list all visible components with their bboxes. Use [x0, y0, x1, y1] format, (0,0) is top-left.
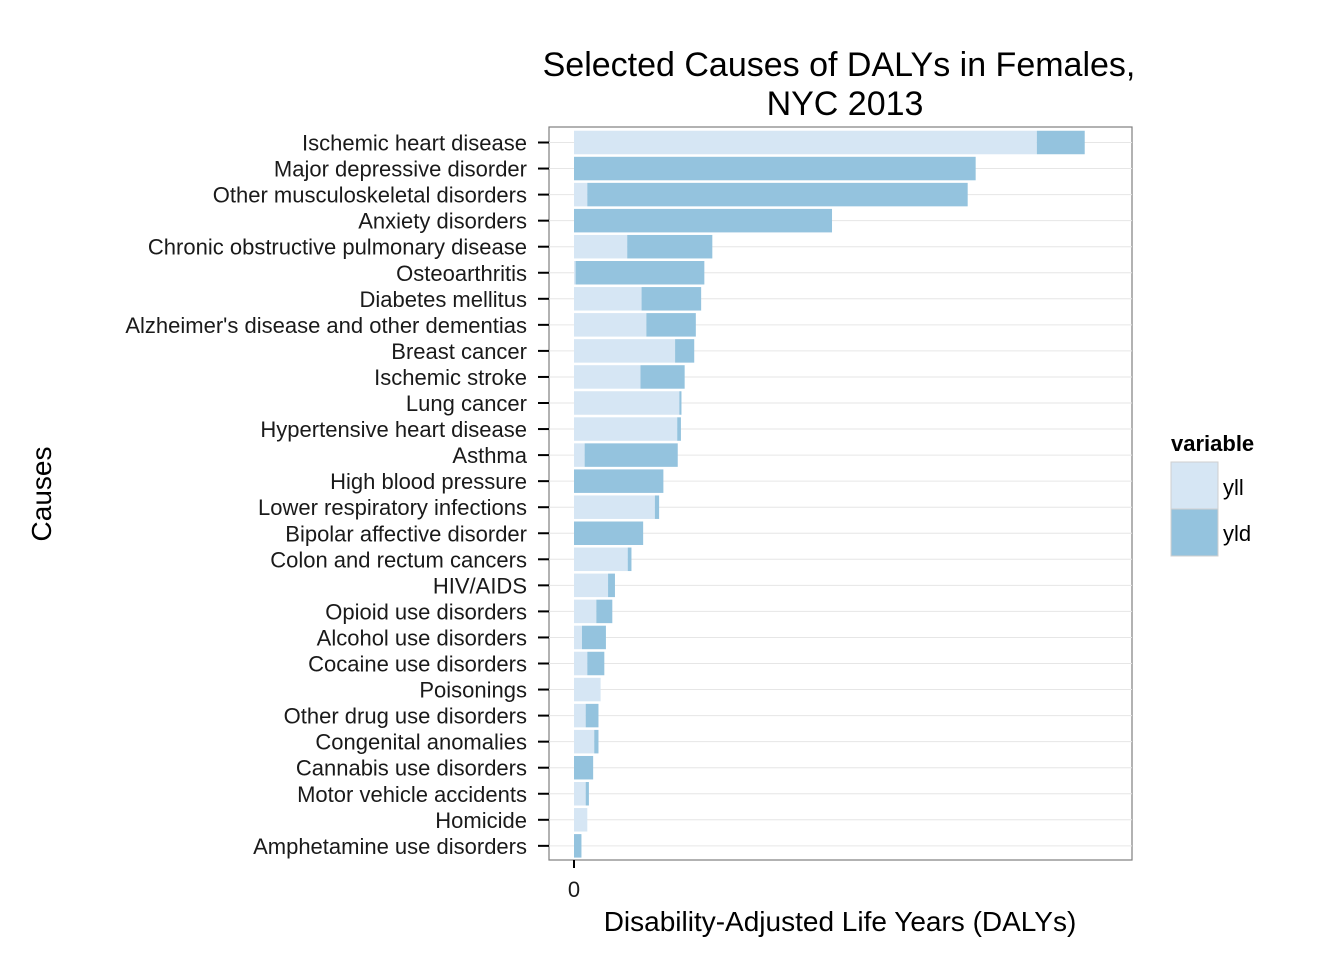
bar-yll [574, 391, 680, 415]
y-tick-label: Cannabis use disorders [296, 756, 527, 781]
bar-yld [627, 547, 632, 572]
bar-yll [574, 599, 597, 624]
bar-yll [574, 547, 628, 572]
bar-yld [574, 156, 976, 181]
bar-yld [646, 313, 696, 337]
bar-yld [640, 365, 685, 389]
bar-yld [574, 755, 594, 780]
bar-yll [574, 365, 641, 389]
bar-yld [627, 234, 713, 259]
y-tick-label: Other musculoskeletal disorders [213, 183, 527, 208]
bar-yll [574, 495, 655, 519]
bar-yll [574, 234, 628, 259]
y-tick-label: Colon and rectum cancers [270, 547, 527, 572]
y-tick-label: Asthma [452, 443, 527, 468]
bar-yld [585, 703, 599, 728]
y-tick-label: Motor vehicle accidents [297, 782, 527, 807]
y-axis-title: Causes [26, 447, 57, 542]
y-tick-label: Bipolar affective disorder [285, 521, 527, 546]
x-axis-title: Disability-Adjusted Life Years (DALYs) [604, 906, 1077, 937]
bar-yld [584, 443, 678, 467]
bar-yld [574, 469, 664, 493]
y-tick-label: Alzheimer's disease and other dementias [125, 313, 527, 338]
y-tick-label: Cocaine use disorders [308, 652, 527, 677]
bar-yld [587, 182, 968, 207]
bar-yld [585, 782, 589, 806]
bar-yld [608, 573, 615, 598]
y-tick-label: Lower respiratory infections [258, 495, 527, 520]
bar-yld [677, 417, 681, 441]
legend-swatch-yld [1170, 508, 1219, 557]
y-tick-label: Diabetes mellitus [359, 287, 527, 312]
y-tick-label: Ischemic stroke [374, 365, 527, 390]
y-tick-label: Lung cancer [406, 391, 527, 416]
bar-yld [596, 599, 613, 624]
bar-yld [575, 261, 705, 285]
bar-yll [574, 261, 576, 285]
legend: variable yll yld [1170, 431, 1254, 557]
y-tick-label: High blood pressure [330, 469, 527, 494]
y-tick-label: HIV/AIDS [433, 573, 527, 598]
bar-yld [654, 495, 660, 519]
chart-title-line2: NYC 2013 [767, 85, 924, 123]
bar-yld [675, 339, 695, 363]
bar-yll [574, 677, 601, 702]
chart-title-line1: Selected Causes of DALYs in Females, [543, 46, 1136, 84]
y-tick-label: Poisonings [419, 678, 527, 703]
bar-yld [574, 521, 644, 545]
y-tick-label: Hypertensive heart disease [260, 417, 527, 442]
x-tick-label: 0 [568, 877, 580, 902]
bar-yld [641, 287, 702, 311]
bar-yld [581, 625, 606, 650]
bar-yll [574, 130, 1037, 155]
bar-yll [574, 573, 609, 598]
bar-yll [574, 703, 586, 728]
y-tick-label: Major depressive disorder [274, 157, 527, 182]
y-tick-label: Homicide [435, 808, 527, 833]
y-tick-label: Anxiety disorders [358, 209, 527, 234]
bar-yld [574, 208, 833, 233]
y-tick-label: Congenital anomalies [315, 730, 527, 755]
y-tick-label: Opioid use disorders [325, 599, 527, 624]
bar-yll [574, 287, 642, 311]
y-tick-label: Osteoarthritis [396, 261, 527, 286]
bar-yll [574, 651, 588, 676]
y-tick-label: Chronic obstructive pulmonary disease [148, 235, 527, 260]
bar-yll [574, 782, 586, 806]
y-tick-label: Alcohol use disorders [317, 625, 527, 650]
bar-yld [679, 391, 682, 415]
y-tick-label: Other drug use disorders [284, 704, 527, 729]
bar-yll [574, 417, 678, 441]
bar-yld [574, 834, 582, 858]
bar-yll [574, 182, 588, 207]
bar-yll [574, 625, 582, 650]
y-tick-label: Amphetamine use disorders [253, 834, 527, 859]
legend-label-yld: yld [1223, 521, 1251, 546]
bar-yll [574, 339, 676, 363]
bar-yld [587, 651, 605, 676]
y-tick-label: Breast cancer [391, 339, 527, 364]
bar-yll [574, 808, 588, 832]
legend-swatch-yll [1170, 461, 1219, 510]
bar-yll [574, 729, 595, 754]
bar-yld [1036, 130, 1085, 155]
legend-label-yll: yll [1223, 475, 1244, 500]
y-tick-label: Ischemic heart disease [302, 131, 527, 156]
bar-yll [574, 443, 585, 467]
legend-title: variable [1171, 431, 1254, 456]
bar-yld [594, 729, 599, 754]
bar-yll [574, 313, 647, 337]
bars [574, 130, 1085, 858]
